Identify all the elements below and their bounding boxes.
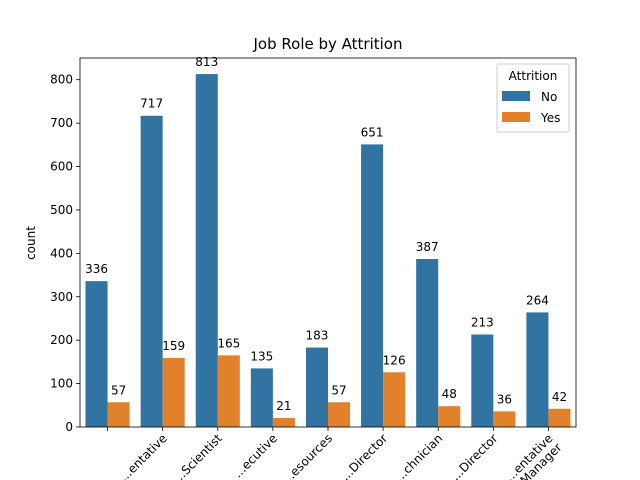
data-label-yes-3: 21 xyxy=(276,399,291,413)
y-tick-label-700: 700 xyxy=(50,116,73,130)
x-tick-label-6: ...chnician xyxy=(392,431,445,480)
y-axis: 0 100 200 300 400 500 600 700 800 xyxy=(50,73,80,434)
legend-swatch-no xyxy=(502,91,530,101)
bar-no-4 xyxy=(305,347,328,427)
bar-no-8 xyxy=(526,312,549,427)
x-tick-label-5: ...Director xyxy=(338,431,390,480)
data-label-yes-2: 165 xyxy=(217,336,240,350)
data-label-yes-0: 57 xyxy=(111,383,126,397)
bar-no-7 xyxy=(471,334,494,427)
data-label-no-3: 135 xyxy=(250,349,273,363)
y-tick-label-400: 400 xyxy=(50,246,73,260)
data-label-yes-8: 42 xyxy=(552,390,567,404)
plot-frame xyxy=(79,57,577,428)
bar-yes-2 xyxy=(217,355,240,427)
y-tick-label-300: 300 xyxy=(50,290,73,304)
legend: Attrition No Yes xyxy=(496,63,570,133)
legend-label-no: No xyxy=(541,90,557,104)
data-label-no-5: 651 xyxy=(361,125,384,139)
data-label-yes-7: 36 xyxy=(497,392,512,406)
data-label-no-8: 264 xyxy=(526,293,549,307)
data-label-yes-6: 48 xyxy=(442,387,457,401)
bar-no-2 xyxy=(195,74,218,427)
bar-yes-0 xyxy=(107,402,130,427)
x-tick-label-2: ...Scientist xyxy=(170,431,225,480)
data-label-no-4: 183 xyxy=(306,329,329,343)
y-tick-label-200: 200 xyxy=(50,333,73,347)
legend-title: Attrition xyxy=(509,69,558,83)
y-tick-label-100: 100 xyxy=(50,377,73,391)
y-tick-label-500: 500 xyxy=(50,203,73,217)
data-label-no-7: 213 xyxy=(471,316,494,330)
chart-title: Job Role by Attrition xyxy=(253,35,403,53)
data-labels-layer: 336 717 813 135 183 651 387 213 264 57 159 165 21 57 1… xyxy=(85,55,567,413)
x-tick-label-7: ...Director xyxy=(448,431,500,480)
y-tick-label-0: 0 xyxy=(65,420,73,434)
x-axis: ...entative ...Scientist ...ecutive ...esou… xyxy=(107,427,565,480)
data-label-no-0: 336 xyxy=(85,262,108,276)
data-label-no-6: 387 xyxy=(416,240,439,254)
bar-yes-3 xyxy=(272,417,295,427)
bar-yes-1 xyxy=(162,357,185,427)
bar-no-6 xyxy=(416,259,439,427)
bar-yes-4 xyxy=(328,402,351,427)
legend-label-yes: Yes xyxy=(540,111,560,125)
y-tick-label-600: 600 xyxy=(50,160,73,174)
data-label-no-1: 717 xyxy=(140,97,163,111)
bar-no-0 xyxy=(85,281,108,427)
legend-swatch-yes xyxy=(502,112,530,122)
bar-yes-7 xyxy=(493,411,516,427)
x-tick-label-4: ...esources xyxy=(279,431,335,480)
bar-no-5 xyxy=(361,144,384,427)
bar-no-1 xyxy=(140,115,163,428)
y-axis-label: count xyxy=(24,226,38,260)
x-tick-label-3: ...ecutive xyxy=(231,431,280,480)
data-label-no-2: 813 xyxy=(195,55,218,69)
bars-layer xyxy=(85,74,571,428)
x-tick-label-1: ...entative xyxy=(117,431,170,480)
bar-yes-6 xyxy=(438,406,461,427)
bar-yes-8 xyxy=(548,408,571,427)
bar-no-3 xyxy=(250,368,273,427)
bar-yes-5 xyxy=(383,372,406,427)
data-label-yes-4: 57 xyxy=(331,383,346,397)
data-label-yes-1: 159 xyxy=(162,339,185,353)
data-label-yes-5: 126 xyxy=(383,353,406,367)
y-tick-label-800: 800 xyxy=(50,73,73,87)
